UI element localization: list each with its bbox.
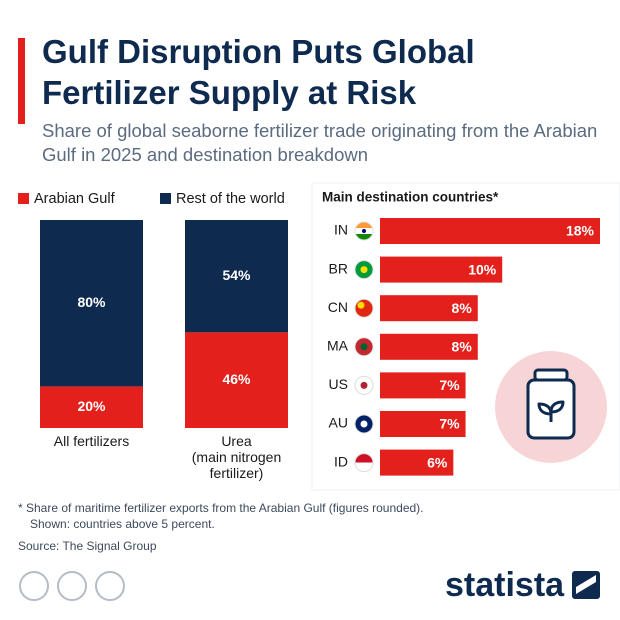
bar [380, 411, 466, 437]
bar-segment [40, 220, 143, 387]
y-tick-label: CN [328, 299, 348, 315]
value-label: 7% [439, 377, 460, 393]
y-tick-label: US [329, 376, 348, 392]
legend-swatch [160, 193, 171, 204]
flag-icon [354, 337, 374, 357]
value-label: 80% [77, 294, 106, 310]
legend-swatch [18, 193, 29, 204]
bar [380, 333, 478, 360]
value-label: 8% [452, 339, 473, 355]
flag-icon [354, 375, 374, 395]
value-label: 6% [427, 454, 448, 470]
bar [380, 372, 466, 399]
value-label: 10% [468, 261, 497, 277]
title: Gulf Disruption Puts Global Fertilizer S… [42, 33, 475, 111]
bar [380, 256, 503, 283]
bar [380, 295, 478, 322]
y-tick-label: BR [329, 260, 348, 276]
bar-segment [185, 332, 288, 428]
footnote: * Share of maritime fertilizer exports f… [18, 501, 424, 515]
flag-icon [354, 260, 374, 280]
flag-icon [354, 414, 374, 434]
y-tick-label: IN [334, 222, 348, 238]
y-tick-label: MA [327, 338, 349, 354]
value-label: 7% [439, 416, 460, 432]
license-icons [19, 571, 125, 601]
panel-title: Main destination countries* [322, 190, 499, 205]
bar [380, 449, 454, 476]
y-tick-label: AU [329, 415, 348, 431]
value-label: 46% [222, 371, 251, 387]
value-label: 18% [566, 223, 595, 239]
value-label: 8% [452, 300, 473, 316]
bar-segment [185, 220, 288, 333]
bar-segment [40, 386, 143, 428]
bag-icon [526, 368, 576, 440]
subtitle: Share of global seaborne fertilizer trad… [42, 120, 598, 165]
footnote: Shown: countries above 5 percent. [30, 517, 215, 531]
legend-label: Rest of the world [176, 191, 285, 207]
x-tick-label: All fertilizers [53, 433, 130, 449]
flag-icon [354, 453, 374, 473]
source: Source: The Signal Group [18, 539, 157, 553]
flag-icon [354, 298, 374, 318]
legend-label: Arabian Gulf [34, 191, 116, 207]
bar [380, 218, 600, 244]
y-tick-label: ID [334, 453, 348, 469]
brand-logo: statista [445, 566, 565, 604]
value-label: 54% [222, 267, 251, 283]
accent-bar [18, 38, 25, 124]
flag-icon [354, 221, 374, 241]
value-label: 20% [77, 398, 106, 414]
x-tick-label: Urea (main nitrogen fertilizer) [191, 433, 282, 481]
brand-mark [572, 571, 600, 599]
